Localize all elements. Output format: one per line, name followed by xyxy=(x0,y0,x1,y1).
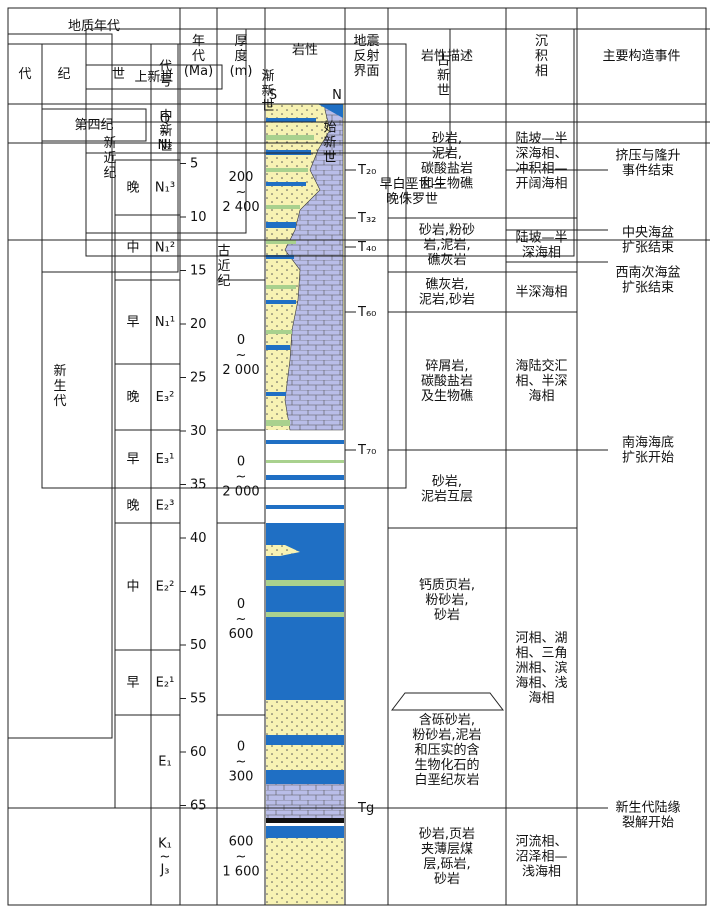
header: 代 xyxy=(18,67,31,82)
age-label: 15 xyxy=(190,263,207,278)
cell-border xyxy=(85,28,710,123)
sub-epoch: 晚 xyxy=(126,180,139,195)
facies: 河相、湖相、三角洲相、滨海相、浅海相 xyxy=(515,631,567,706)
cell-border xyxy=(41,43,407,489)
header: 厚度(m) xyxy=(230,34,253,79)
age-label: 40 xyxy=(190,531,207,546)
age-label: 60 xyxy=(190,745,207,760)
code: E₁ xyxy=(158,754,171,769)
code: N₁³ xyxy=(155,180,175,195)
description: 砂岩,页岩夹薄层煤层,砾岩,砂岩 xyxy=(419,827,475,887)
header: S xyxy=(269,88,277,103)
epoch: 渐新世 xyxy=(261,69,274,114)
code: E₂³ xyxy=(156,498,175,513)
thickness: 0 ~2 000 xyxy=(222,454,259,499)
header: 地质年代 xyxy=(68,19,120,34)
header: 地震反射界面 xyxy=(353,34,379,79)
seismic-horizon: T₃₂ xyxy=(357,211,376,226)
period: 新近纪 xyxy=(103,135,116,181)
code: K₁ ~ J₃ xyxy=(158,836,172,877)
code: E₃¹ xyxy=(156,452,175,467)
code: E₃² xyxy=(156,390,175,405)
age-label: 45 xyxy=(190,584,207,599)
thickness: 200 ~2 400 xyxy=(222,170,259,215)
description: 钙质页岩,粉砂岩,砂岩 xyxy=(419,578,475,623)
header: 沉积相 xyxy=(535,34,548,79)
description: 砂岩,泥岩互层 xyxy=(421,474,473,504)
seismic-horizon: T₇₀ xyxy=(357,443,376,458)
header: 年代(Ma) xyxy=(184,34,213,79)
description: 砂岩,泥岩,碳酸盐岩和生物礁 xyxy=(421,131,473,191)
age-label: 5 xyxy=(190,156,198,171)
code: N₁² xyxy=(155,240,175,255)
facies: 陆坡—半深海相、冲积相—开阔海相 xyxy=(515,130,567,191)
age-label: 10 xyxy=(190,210,207,225)
event: 南海海底扩张开始 xyxy=(622,434,674,465)
lithology-log xyxy=(266,103,344,905)
sub-epoch: 早 xyxy=(126,675,139,690)
age-label: 50 xyxy=(190,638,207,653)
code: Q ~ N₂ xyxy=(158,112,173,153)
era: 早白垩世—晚侏罗世 xyxy=(379,176,444,207)
thickness: 0 ~2 000 xyxy=(222,333,259,378)
code: E₂² xyxy=(156,579,175,594)
header: 岩性 xyxy=(292,43,318,58)
seismic-horizon: T₆₀ xyxy=(357,305,376,320)
cell-border xyxy=(114,714,152,809)
epoch: 上新世 xyxy=(134,69,173,85)
era: 新生代 xyxy=(53,363,66,409)
epoch: 始新世 xyxy=(323,120,336,165)
event: 新生代陆缘裂解开始 xyxy=(615,799,680,830)
age-label: 35 xyxy=(190,477,207,492)
facies: 海陆交汇相、半深海相 xyxy=(515,358,567,404)
facies: 河流相、沼泽相—浅海相 xyxy=(515,834,567,879)
event: 中央海盆扩张结束 xyxy=(622,225,674,255)
age-label: 55 xyxy=(190,691,207,706)
thickness: 0 ~300 xyxy=(229,739,254,784)
age-label: 30 xyxy=(190,424,207,439)
epoch: 古新世 xyxy=(437,53,450,98)
age-label: 65 xyxy=(190,798,207,813)
sub-epoch: 中 xyxy=(126,579,139,594)
header: 主要构造事件 xyxy=(602,49,680,64)
header: 世 xyxy=(112,67,125,82)
period: 第四纪 xyxy=(74,118,113,133)
outer-border xyxy=(7,7,707,906)
sub-epoch: 晚 xyxy=(126,390,139,405)
code: N₁¹ xyxy=(155,315,175,330)
thickness: 0 ~600 xyxy=(229,597,254,642)
age-label: 25 xyxy=(190,370,207,385)
header: 代号 xyxy=(159,59,172,89)
sub-epoch: 早 xyxy=(126,452,139,467)
trapezoid xyxy=(390,692,505,711)
sub-epoch: 早 xyxy=(126,315,139,330)
header: 纪 xyxy=(57,67,70,82)
facies: 陆坡—半深海相 xyxy=(515,229,567,260)
description: 礁灰岩,泥岩,砂岩 xyxy=(419,276,475,307)
sub-epoch: 中 xyxy=(126,240,139,255)
thickness: 600 ~1 600 xyxy=(222,834,259,879)
event: 西南次海盆扩张结束 xyxy=(615,264,680,295)
sub-epoch: 晚 xyxy=(126,498,139,513)
header: 岩性描述 xyxy=(421,49,473,64)
seismic-horizon: T₄₀ xyxy=(357,240,376,255)
seismic-horizon: T₂₀ xyxy=(357,163,376,178)
description: 碎屑岩,碳酸盐岩及生物礁 xyxy=(421,359,473,404)
header: N xyxy=(332,88,342,103)
period: 古近纪 xyxy=(217,244,230,289)
description: 含砾砂岩,粉砂岩,泥岩和压实的含生物化石的白垩纪灰岩 xyxy=(412,712,481,788)
description: 砂岩,粉砂岩,泥岩,礁灰岩 xyxy=(419,223,475,268)
epoch: 中新世 xyxy=(159,109,172,154)
age-label: 20 xyxy=(190,317,207,332)
code: E₂¹ xyxy=(156,675,175,690)
facies: 半深海相 xyxy=(515,285,567,300)
event: 挤压与隆升事件结束 xyxy=(615,148,680,178)
cell-border xyxy=(505,449,578,529)
